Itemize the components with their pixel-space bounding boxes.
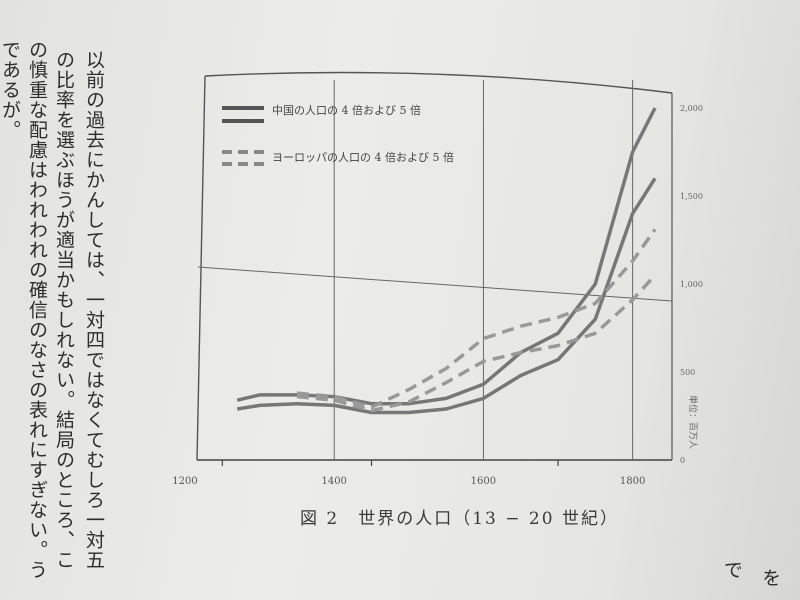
frame-left [196, 75, 206, 461]
frame-top [204, 71, 673, 94]
x-tick-label-1400: 1400 [321, 476, 346, 487]
chart-frame [196, 71, 673, 461]
legend-label-europe: ヨーロッパの人口の 4 倍および 5 倍 [272, 150, 454, 164]
x-tick-label-1200: 1200 [172, 476, 197, 487]
legend-label-china: 中国の人口の 4 倍および 5 倍 [272, 103, 421, 117]
y-tick-label-0: 0 [680, 456, 685, 465]
body-text-column-4: であるが。 [0, 40, 21, 140]
series-line-4 [296, 274, 657, 413]
y-tick-label-2: 1,000 [680, 280, 703, 289]
y-tick-label-4: 2,000 [680, 104, 703, 113]
y-axis-label: 単位：百万人 [687, 395, 699, 449]
body-text-column-1: 以前の過去にかんしては、一対四ではなくてむしろ一対五 [83, 50, 105, 570]
right-fragment-2: を [759, 568, 781, 588]
y-tick-labels: 0 500 1,000 1,500 2,000 [680, 104, 703, 465]
series-line-3 [296, 228, 657, 409]
right-fragment-1: で [721, 560, 743, 580]
legend: 中国の人口の 4 倍および 5 倍 ヨーロッパの人口の 4 倍および 5 倍 [222, 103, 454, 166]
y-tick-label-1: 500 [680, 368, 695, 377]
series-lines [236, 107, 657, 415]
series-line-1 [236, 107, 657, 406]
grid-lines [197, 80, 673, 466]
series-line-2 [236, 177, 657, 415]
figure-caption: 図 2 世界の人口（13 − 20 世紀） [300, 509, 619, 529]
body-text-column-2: の比率を選ぶほうが適当かもしれない。結局のところ、こ [53, 50, 75, 570]
y-tick-label-3: 1,500 [680, 192, 703, 201]
x-tick-labels: 1200 1400 1600 1800 [172, 476, 645, 487]
body-text-column-3: の慎重な配慮はわれわれの確信のなさの表れにすぎない。う [26, 40, 48, 580]
grid-horizontal-1000 [197, 266, 673, 302]
x-tick-label-1800: 1800 [620, 476, 645, 487]
x-tick-label-1600: 1600 [471, 476, 496, 487]
